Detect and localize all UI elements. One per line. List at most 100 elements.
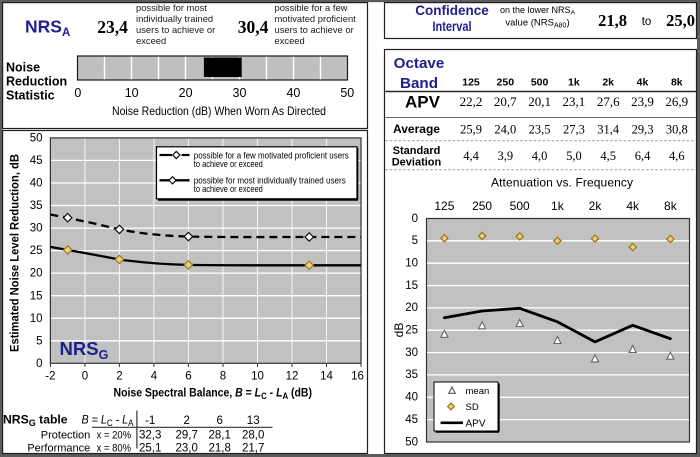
svg-text:10: 10	[30, 313, 43, 325]
svg-text:-1: -1	[145, 415, 155, 427]
svg-text:23,9: 23,9	[631, 94, 654, 109]
svg-text:0: 0	[74, 86, 81, 100]
svg-text:250: 250	[497, 77, 515, 89]
svg-text:8k: 8k	[671, 77, 683, 89]
svg-text:21,7: 21,7	[242, 442, 264, 454]
svg-text:4k: 4k	[626, 199, 640, 213]
svg-text:25: 25	[405, 325, 418, 337]
svg-text:50: 50	[405, 436, 418, 448]
svg-text:4,6: 4,6	[669, 149, 685, 163]
svg-text:3,9: 3,9	[497, 149, 513, 163]
svg-text:30,4: 30,4	[238, 17, 269, 37]
svg-text:27,6: 27,6	[597, 94, 620, 109]
svg-text:15: 15	[405, 280, 418, 292]
svg-text:20: 20	[405, 302, 418, 314]
svg-text:0: 0	[412, 213, 418, 225]
svg-text:to achieve or exceed: to achieve or exceed	[194, 159, 263, 169]
svg-text:45: 45	[30, 155, 43, 167]
svg-text:30: 30	[233, 86, 247, 100]
svg-text:Noise Reduction (dB) When Worn: Noise Reduction (dB) When Worn As Direct…	[112, 104, 326, 118]
svg-text:25,1: 25,1	[139, 442, 161, 454]
svg-text:-2: -2	[45, 370, 55, 382]
svg-text:10: 10	[125, 86, 139, 100]
svg-text:27,3: 27,3	[563, 123, 585, 137]
svg-text:Band: Band	[400, 75, 438, 92]
svg-text:Interval: Interval	[433, 19, 472, 34]
svg-text:0: 0	[82, 370, 88, 382]
svg-text:on the lower NRSA: on the lower NRSA	[500, 5, 576, 17]
svg-text:8k: 8k	[664, 199, 678, 213]
svg-text:Deviation: Deviation	[392, 157, 442, 169]
svg-text:2: 2	[183, 415, 189, 427]
svg-text:30: 30	[30, 223, 43, 235]
svg-text:250: 250	[472, 199, 492, 213]
svg-text:21,8: 21,8	[209, 442, 231, 454]
svg-text:NRSG table: NRSG table	[3, 413, 68, 429]
svg-text:6: 6	[216, 415, 222, 427]
svg-text:10: 10	[405, 258, 418, 270]
svg-text:8: 8	[220, 370, 226, 382]
svg-text:NRSA: NRSA	[25, 17, 70, 40]
svg-text:value (NRSA80): value (NRSA80)	[505, 18, 569, 30]
svg-text:40: 40	[30, 178, 43, 190]
svg-text:30: 30	[405, 347, 418, 359]
svg-text:500: 500	[510, 199, 530, 213]
svg-text:20,1: 20,1	[528, 94, 551, 109]
svg-text:23,5: 23,5	[529, 123, 551, 137]
svg-text:21,8: 21,8	[598, 11, 627, 30]
svg-text:2k: 2k	[602, 77, 614, 89]
svg-text:28,1: 28,1	[209, 429, 231, 441]
svg-text:possible for most individually: possible for most individually trained u…	[194, 175, 347, 185]
svg-text:12: 12	[286, 370, 299, 382]
svg-text:40: 40	[286, 86, 300, 100]
svg-text:32,3: 32,3	[139, 429, 161, 441]
svg-text:35: 35	[30, 200, 43, 212]
svg-text:45: 45	[405, 414, 418, 426]
svg-text:Estimated Noise Level Reductio: Estimated Noise Level Reduction, dB	[8, 154, 22, 352]
svg-text:5: 5	[36, 335, 42, 347]
svg-text:Attenuation vs. Frequency: Attenuation vs. Frequency	[491, 176, 633, 190]
svg-text:29,7: 29,7	[176, 429, 198, 441]
svg-text:Performance: Performance	[27, 442, 90, 454]
svg-text:SD: SD	[466, 402, 479, 413]
svg-text:24,0: 24,0	[494, 123, 516, 137]
svg-text:125: 125	[462, 77, 480, 89]
svg-text:25: 25	[30, 245, 43, 257]
svg-text:50: 50	[30, 133, 43, 145]
svg-text:40: 40	[405, 392, 418, 404]
svg-text:25,0: 25,0	[666, 11, 695, 30]
svg-text:500: 500	[531, 77, 549, 89]
svg-text:6: 6	[185, 370, 191, 382]
svg-text:31,4: 31,4	[597, 123, 620, 137]
svg-text:50: 50	[340, 86, 354, 100]
svg-text:Standard: Standard	[393, 145, 441, 157]
svg-text:10: 10	[251, 370, 264, 382]
svg-text:14: 14	[320, 370, 333, 382]
svg-text:22,2: 22,2	[460, 94, 483, 109]
svg-text:23,4: 23,4	[97, 17, 128, 37]
svg-text:4: 4	[151, 370, 158, 382]
svg-text:35: 35	[405, 369, 418, 381]
svg-text:30,8: 30,8	[666, 123, 688, 137]
svg-text:2k: 2k	[589, 199, 603, 213]
svg-text:20,7: 20,7	[494, 94, 517, 109]
svg-text:28,0: 28,0	[242, 429, 264, 441]
svg-text:Noise Spectral Balance, B = LC: Noise Spectral Balance, B = LC - LA (dB)	[114, 386, 313, 402]
svg-text:29,3: 29,3	[632, 123, 654, 137]
svg-text:5: 5	[412, 235, 418, 247]
svg-text:Average: Average	[393, 122, 440, 136]
svg-text:23,1: 23,1	[563, 94, 586, 109]
svg-text:13: 13	[247, 415, 260, 427]
svg-text:5,0: 5,0	[566, 149, 582, 163]
svg-text:0: 0	[36, 358, 42, 370]
svg-text:x = 20%: x = 20%	[97, 429, 132, 441]
svg-text:23,0: 23,0	[176, 442, 198, 454]
svg-text:26,9: 26,9	[665, 94, 688, 109]
svg-text:APV: APV	[466, 419, 486, 430]
svg-text:125: 125	[434, 199, 454, 213]
svg-text:20: 20	[30, 268, 43, 280]
svg-text:20: 20	[179, 86, 193, 100]
